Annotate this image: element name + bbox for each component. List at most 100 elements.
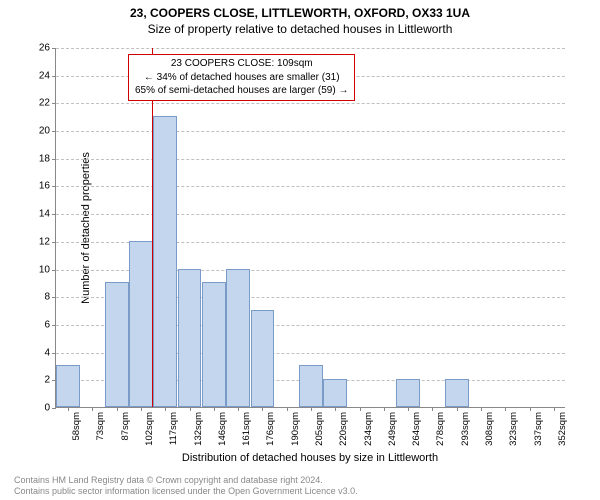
xtick-mark [408, 407, 409, 411]
xtick-label: 58sqm [71, 412, 82, 441]
xtick-label: 102sqm [144, 412, 155, 446]
histogram-bar [153, 116, 177, 407]
histogram-bar [396, 379, 420, 407]
ytick-mark [52, 103, 56, 104]
footer-attribution: Contains HM Land Registry data © Crown c… [14, 475, 358, 498]
histogram-bar [226, 269, 250, 407]
ytick-mark [52, 297, 56, 298]
xtick-mark [262, 407, 263, 411]
xtick-label: 205sqm [314, 412, 325, 446]
x-axis-label: Distribution of detached houses by size … [55, 452, 565, 464]
xtick-label: 117sqm [168, 412, 179, 445]
ytick-mark [52, 353, 56, 354]
xtick-label: 190sqm [290, 412, 301, 446]
histogram-bar [105, 282, 129, 407]
xtick-mark [384, 407, 385, 411]
ytick-label: 14 [26, 209, 50, 220]
ytick-mark [52, 408, 56, 409]
xtick-mark [311, 407, 312, 411]
ytick-label: 2 [26, 375, 50, 386]
reference-line [152, 48, 153, 407]
histogram-bar [323, 379, 347, 407]
xtick-label: 146sqm [217, 412, 228, 446]
ytick-mark [52, 76, 56, 77]
chart-title-block: 23, COOPERS CLOSE, LITTLEWORTH, OXFORD, … [0, 0, 600, 36]
ytick-label: 26 [26, 43, 50, 54]
ytick-label: 12 [26, 236, 50, 247]
xtick-label: 176sqm [265, 412, 276, 446]
xtick-mark [92, 407, 93, 411]
histogram-bar [129, 241, 153, 407]
histogram-bar [299, 365, 323, 407]
histogram-bar [251, 310, 275, 407]
xtick-mark [238, 407, 239, 411]
xtick-mark [165, 407, 166, 411]
chart-title-sub: Size of property relative to detached ho… [0, 22, 600, 36]
xtick-label: 323sqm [508, 412, 519, 446]
ytick-mark [52, 325, 56, 326]
xtick-label: 264sqm [411, 412, 422, 446]
xtick-mark [214, 407, 215, 411]
chart-area: 58sqm73sqm87sqm102sqm117sqm132sqm146sqm1… [55, 48, 565, 408]
xtick-label: 352sqm [557, 412, 568, 446]
ytick-label: 10 [26, 264, 50, 275]
xtick-label: 278sqm [435, 412, 446, 446]
ytick-mark [52, 131, 56, 132]
ytick-mark [52, 270, 56, 271]
ytick-mark [52, 186, 56, 187]
footer-line-1: Contains HM Land Registry data © Crown c… [14, 475, 358, 486]
annotation-line: ← 34% of detached houses are smaller (31… [135, 71, 348, 85]
ytick-label: 18 [26, 153, 50, 164]
xtick-mark [190, 407, 191, 411]
plot-region: 58sqm73sqm87sqm102sqm117sqm132sqm146sqm1… [55, 48, 565, 408]
ytick-label: 6 [26, 319, 50, 330]
ytick-mark [52, 242, 56, 243]
ytick-label: 24 [26, 70, 50, 81]
gridline [56, 214, 565, 215]
gridline [56, 131, 565, 132]
xtick-label: 337sqm [533, 412, 544, 446]
footer-line-2: Contains public sector information licen… [14, 486, 358, 497]
xtick-label: 308sqm [484, 412, 495, 446]
xtick-mark [117, 407, 118, 411]
xtick-mark [68, 407, 69, 411]
ytick-mark [52, 159, 56, 160]
gridline [56, 48, 565, 49]
chart-title-main: 23, COOPERS CLOSE, LITTLEWORTH, OXFORD, … [0, 6, 600, 20]
xtick-label: 234sqm [363, 412, 374, 446]
annotation-line: 23 COOPERS CLOSE: 109sqm [135, 57, 348, 71]
annotation-box: 23 COOPERS CLOSE: 109sqm← 34% of detache… [128, 54, 355, 101]
ytick-mark [52, 48, 56, 49]
xtick-mark [481, 407, 482, 411]
histogram-bar [178, 269, 202, 407]
xtick-label: 73sqm [95, 412, 106, 441]
gridline [56, 103, 565, 104]
xtick-label: 293sqm [460, 412, 471, 446]
xtick-label: 249sqm [387, 412, 398, 446]
xtick-mark [360, 407, 361, 411]
ytick-label: 22 [26, 98, 50, 109]
annotation-line: 65% of semi-detached houses are larger (… [135, 84, 348, 98]
ytick-label: 8 [26, 292, 50, 303]
histogram-bar [202, 282, 226, 407]
histogram-bar [56, 365, 80, 407]
xtick-mark [287, 407, 288, 411]
xtick-label: 87sqm [120, 412, 131, 441]
xtick-mark [141, 407, 142, 411]
xtick-mark [457, 407, 458, 411]
gridline [56, 186, 565, 187]
ytick-label: 0 [26, 403, 50, 414]
xtick-mark [335, 407, 336, 411]
ytick-mark [52, 214, 56, 215]
xtick-mark [432, 407, 433, 411]
xtick-label: 220sqm [338, 412, 349, 446]
histogram-bar [445, 379, 469, 407]
xtick-label: 161sqm [241, 412, 252, 446]
xtick-label: 132sqm [193, 412, 204, 446]
gridline [56, 159, 565, 160]
ytick-label: 16 [26, 181, 50, 192]
xtick-mark [530, 407, 531, 411]
ytick-label: 20 [26, 126, 50, 137]
xtick-mark [554, 407, 555, 411]
ytick-label: 4 [26, 347, 50, 358]
